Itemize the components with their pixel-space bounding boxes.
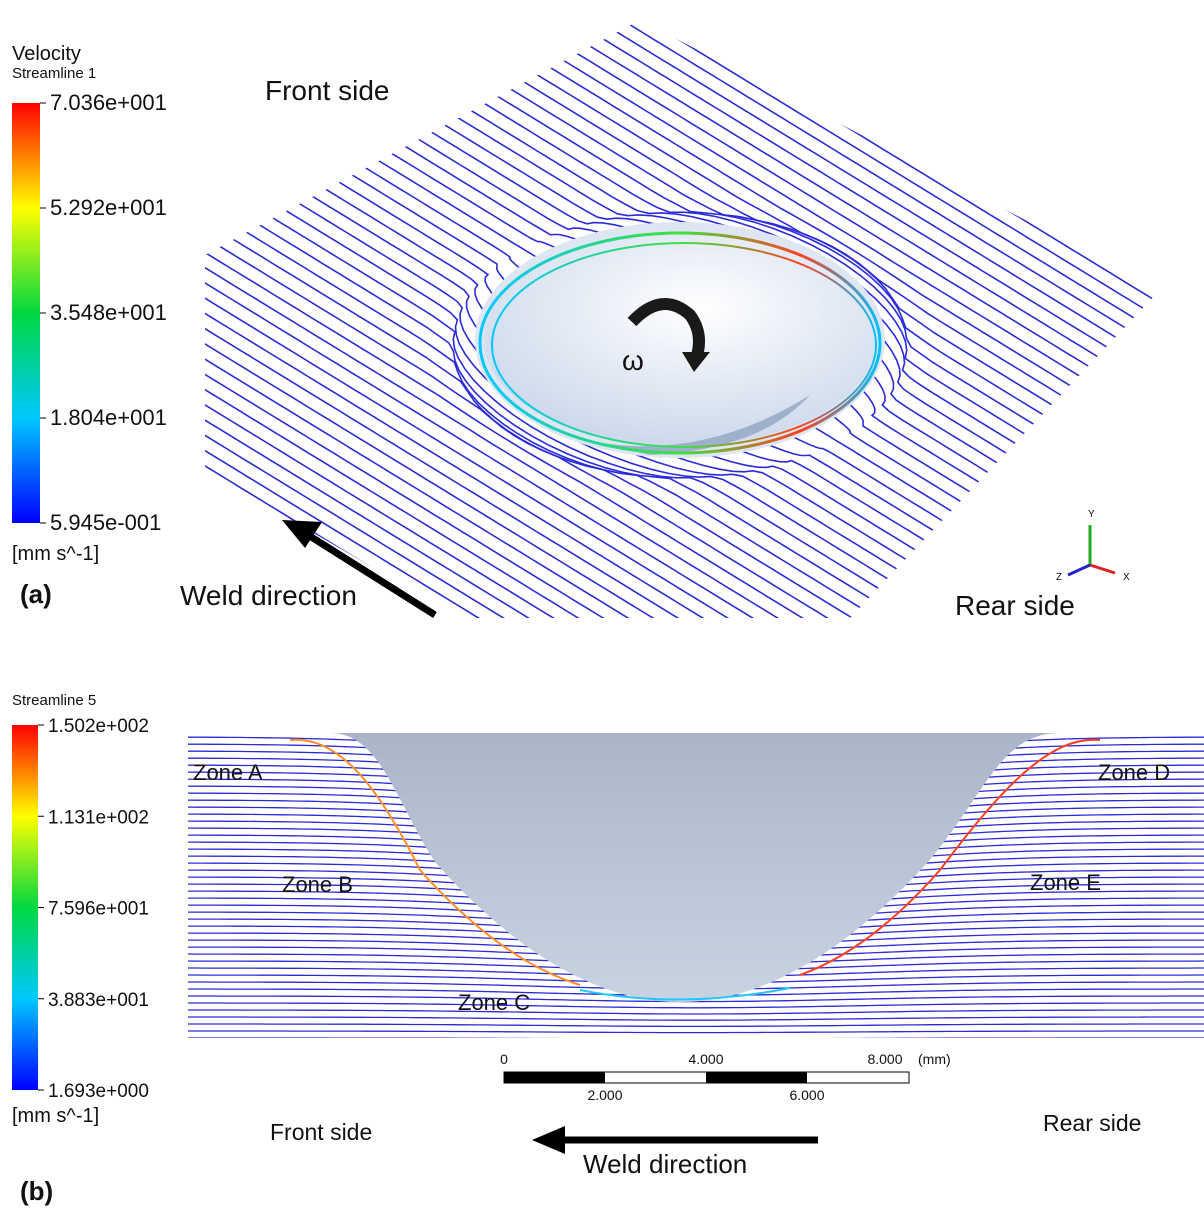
streamline — [188, 1038, 1204, 1039]
weld-arrowhead — [532, 1126, 565, 1154]
axis-label: Y — [1088, 509, 1095, 520]
scale-bar: 0 4.000 8.000 (mm) 2.000 6.000 — [500, 1051, 951, 1103]
zone-label: Zone D — [1098, 760, 1170, 785]
page: {"panel_a":{"label":"(a)","legend":{"tit… — [0, 0, 1204, 1209]
tool-profile — [330, 733, 1060, 1002]
axis-z — [1068, 565, 1090, 575]
panel-label: (b) — [20, 1176, 53, 1206]
colorbar-label: 7.036e+001 — [50, 90, 167, 115]
legend-subtitle: Streamline 5 — [12, 692, 96, 709]
scale-label: 4.000 — [688, 1051, 723, 1067]
colorbar-label: 5.945e-001 — [50, 510, 161, 535]
colorbar-label: 3.548e+001 — [50, 300, 167, 325]
colorbar — [12, 103, 40, 523]
rear-label: Rear side — [955, 590, 1075, 621]
weld-direction: Weld direction — [583, 1149, 747, 1179]
legend-unit: [mm s^-1] — [12, 543, 99, 565]
legend-unit: [mm s^-1] — [12, 1105, 99, 1127]
streamline — [188, 1010, 1204, 1014]
scale-label: 6.000 — [789, 1087, 824, 1103]
colorbar — [12, 725, 38, 1090]
scale-unit: (mm) — [918, 1051, 951, 1067]
streamline — [188, 1003, 1204, 1008]
front-label: Front side — [270, 1119, 372, 1145]
zone-label: Zone E — [1030, 870, 1101, 895]
colorbar-label: 5.292e+001 — [50, 195, 167, 220]
axis-label: Z — [1056, 572, 1062, 583]
colorbar-label: 7.596e+001 — [48, 899, 149, 920]
scale-bar-segment — [504, 1072, 605, 1083]
scale-label: 2.000 — [587, 1087, 622, 1103]
rear-label: Rear side — [1043, 1110, 1141, 1136]
axis-label: X — [1123, 572, 1130, 583]
streamline — [188, 1024, 1204, 1026]
streamline — [188, 1031, 1204, 1033]
colorbar-label: 3.883e+001 — [48, 990, 149, 1011]
zone-label: Zone C — [458, 990, 530, 1015]
panel-label: (a) — [20, 579, 52, 609]
figure: Velocity Streamline 1 7.036e+001 5.292e+0… — [0, 0, 1204, 1209]
colorbar-label: 1.693e+000 — [48, 1081, 149, 1102]
legend-subtitle: Streamline 1 — [12, 65, 96, 82]
legend-title: Velocity — [12, 43, 81, 65]
zone-label: Zone B — [282, 872, 353, 897]
axis-x — [1090, 565, 1115, 573]
scale-bar-segment — [706, 1072, 807, 1083]
colorbar-label: 1.502e+002 — [48, 716, 149, 737]
weld-direction: Weld direction — [180, 580, 357, 611]
colorbar-label: 1.804e+001 — [50, 405, 167, 430]
scale-label: 0 — [500, 1051, 508, 1067]
rotation-label: ω — [622, 345, 644, 376]
scale-label: 8.000 — [867, 1051, 902, 1067]
axis-triad: Y Z X — [1056, 509, 1130, 583]
zone-label: Zone A — [193, 760, 263, 785]
colorbar-label: 1.131e+002 — [48, 807, 149, 828]
streamline — [188, 1017, 1204, 1020]
front-label: Front side — [265, 75, 390, 106]
